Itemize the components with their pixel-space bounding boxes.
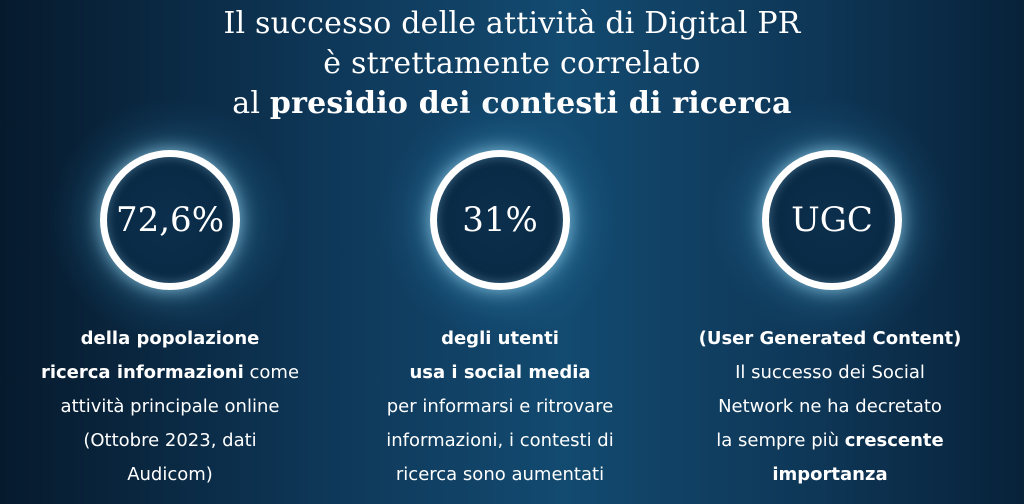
stat-value-ugc: UGC bbox=[791, 200, 873, 240]
page-heading: Il successo delle attività di Digital PR… bbox=[0, 4, 1024, 124]
desc-line: usa i social media bbox=[409, 362, 591, 383]
desc-line: per informarsi e ritrovare bbox=[386, 396, 614, 417]
desc-line-rest: come bbox=[243, 362, 300, 383]
stat-value-population: 72,6% bbox=[115, 200, 224, 240]
desc-line-bold: crescente bbox=[844, 430, 944, 451]
stat-description-social: degli utenti usa i social media per info… bbox=[335, 322, 665, 492]
desc-line: della popolazione bbox=[80, 328, 260, 349]
heading-line-1: Il successo delle attività di Digital PR bbox=[223, 6, 801, 41]
desc-line-bold: ricerca informazioni bbox=[40, 362, 244, 383]
desc-line: informazioni, i contesti di bbox=[386, 430, 614, 451]
stat-description-population: della popolazione ricerca informazioni c… bbox=[5, 322, 335, 492]
circle-ring: 31% bbox=[430, 150, 570, 290]
stat-circle-social: 31% bbox=[380, 100, 620, 340]
stat-circle-population: 72,6% bbox=[50, 100, 290, 340]
desc-line: Network ne ha decretato bbox=[718, 396, 942, 417]
circle-ring: UGC bbox=[762, 150, 902, 290]
desc-line: (Ottobre 2023, dati bbox=[83, 430, 257, 451]
circle-ring: 72,6% bbox=[100, 150, 240, 290]
desc-line: degli utenti bbox=[441, 328, 559, 349]
heading-line-2: è strettamente correlato bbox=[323, 46, 701, 81]
desc-line: (User Generated Content) bbox=[698, 328, 962, 349]
stat-circle-ugc: UGC bbox=[712, 100, 952, 340]
desc-line: importanza bbox=[772, 464, 888, 485]
desc-line: ricerca sono aumentati bbox=[395, 464, 605, 485]
stat-description-ugc: (User Generated Content) Il successo dei… bbox=[665, 322, 995, 492]
stat-value-social: 31% bbox=[462, 200, 538, 240]
desc-line: Il successo dei Social bbox=[735, 362, 925, 383]
desc-line-prefix: la sempre più bbox=[716, 430, 845, 451]
desc-line: Audicom) bbox=[127, 464, 213, 485]
desc-line: attività principale online bbox=[60, 396, 280, 417]
heading-line-3-prefix: al bbox=[232, 86, 270, 121]
